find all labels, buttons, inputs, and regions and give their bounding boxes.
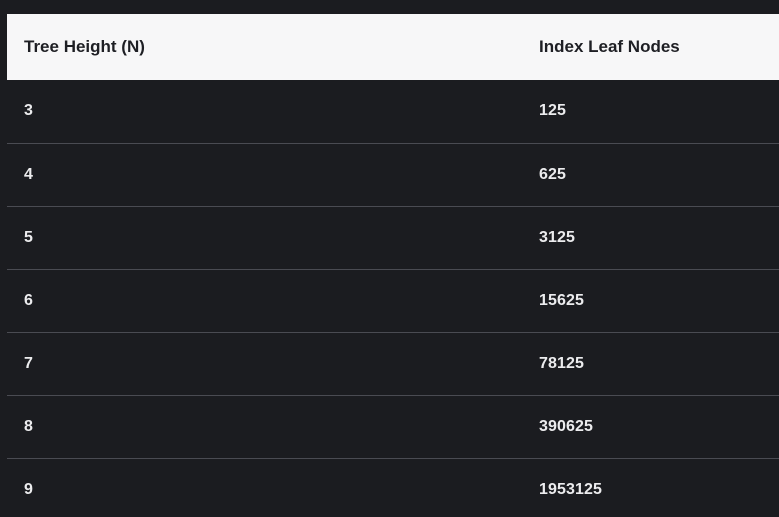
table-row: 7 78125	[7, 332, 779, 395]
table-row: 8 390625	[7, 395, 779, 458]
index-leaf-nodes-cell: 625	[539, 165, 566, 183]
tree-height-cell: 8	[24, 417, 33, 435]
tree-height-cell: 9	[24, 480, 33, 498]
table-row: 4 625	[7, 143, 779, 206]
data-table-container: Tree Height (N) Index Leaf Nodes 3 125 4…	[7, 14, 779, 517]
tree-height-cell: 4	[24, 165, 33, 183]
tree-height-cell: 6	[24, 291, 33, 309]
index-leaf-nodes-cell: 15625	[539, 291, 584, 309]
header-row: Tree Height (N) Index Leaf Nodes	[7, 14, 779, 80]
table-row: 3 125	[7, 80, 779, 143]
index-leaf-nodes-cell: 1953125	[539, 480, 602, 498]
table-row: 6 15625	[7, 269, 779, 332]
tree-height-cell: 5	[24, 228, 33, 246]
table-row: 9 1953125	[7, 458, 779, 517]
table-row: 5 3125	[7, 206, 779, 269]
index-leaf-nodes-cell: 3125	[539, 228, 575, 246]
tree-height-table: Tree Height (N) Index Leaf Nodes 3 125 4…	[7, 14, 779, 517]
index-leaf-nodes-cell: 390625	[539, 417, 593, 435]
tree-height-cell: 3	[24, 102, 33, 120]
tree-height-cell: 7	[24, 354, 33, 372]
column-header-index-leaf-nodes: Index Leaf Nodes	[539, 37, 680, 56]
index-leaf-nodes-cell: 125	[539, 102, 566, 120]
table-body: 3 125 4 625 5 3125 6 15625 7 78125 8 390…	[7, 80, 779, 517]
table-header: Tree Height (N) Index Leaf Nodes	[7, 14, 779, 80]
index-leaf-nodes-cell: 78125	[539, 354, 584, 372]
column-header-tree-height: Tree Height (N)	[24, 37, 145, 56]
